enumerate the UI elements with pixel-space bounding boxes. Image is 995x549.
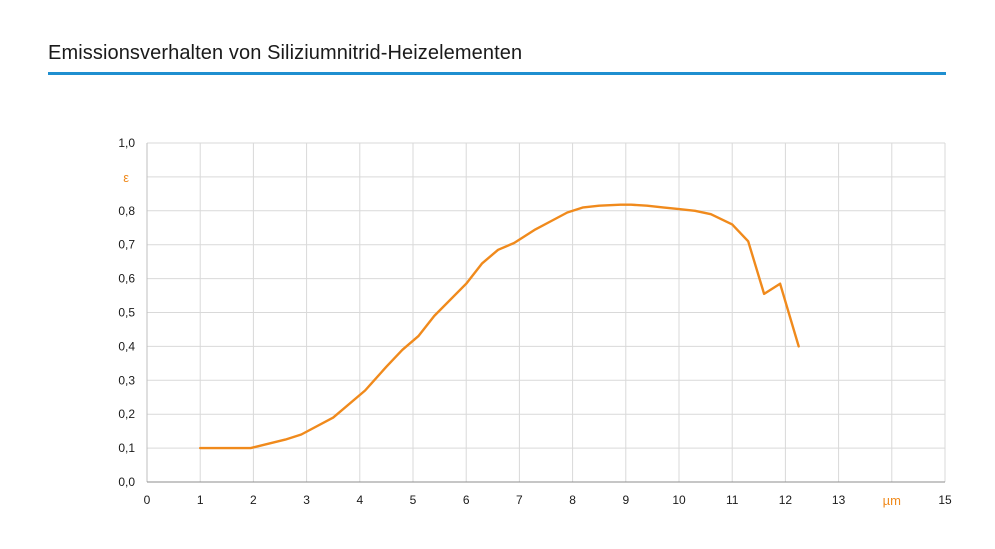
axes: [146, 143, 945, 483]
y-tick-label: 0,4: [118, 339, 135, 353]
x-tick-label: 5: [410, 493, 417, 507]
y-tick-label: 0,3: [118, 373, 135, 387]
x-tick-label: 0: [144, 493, 151, 507]
x-tick-label: 4: [356, 493, 363, 507]
x-tick-label: 11: [726, 493, 739, 507]
y-tick-label: 0,1: [118, 441, 135, 455]
grid-lines: [147, 142, 946, 482]
x-tick-label: 13: [832, 493, 846, 507]
y-tick-label: 0,6: [118, 272, 135, 286]
series-lines: [198, 203, 800, 450]
y-tick-label: 0,8: [118, 204, 135, 218]
x-tick-label: 12: [779, 493, 793, 507]
x-tick-label: 8: [569, 493, 576, 507]
y-tick-label: 0,2: [118, 407, 135, 421]
x-axis-label: µm: [883, 493, 901, 508]
y-tick-label: 0,7: [118, 238, 135, 252]
x-tick-label: 2: [250, 493, 257, 507]
y-tick-label: 1,0: [118, 136, 135, 150]
chart-title: Emissionsverhalten von Siliziumnitrid-He…: [48, 42, 523, 64]
x-tick-label: 7: [516, 493, 523, 507]
x-tick-labels: 0 1 2 3 4 5 6 7 8 9 10 11 12 13 15: [144, 493, 952, 507]
x-tick-label: 3: [303, 493, 310, 507]
y-axis-label: ε: [123, 170, 129, 185]
y-tick-label: 0,0: [118, 475, 135, 489]
x-tick-label: 6: [463, 493, 470, 507]
y-tick-label: 0,5: [118, 306, 135, 320]
x-tick-label: 15: [938, 493, 952, 507]
x-tick-label: 1: [197, 493, 204, 507]
title-underline: [48, 72, 946, 75]
x-tick-label: 10: [672, 493, 686, 507]
series-line: [198, 203, 800, 450]
y-tick-labels: 0,0 0,1 0,2 0,3 0,4 0,5 0,6 0,7 0,8 1,0: [118, 136, 135, 489]
x-tick-label: 9: [622, 493, 629, 507]
